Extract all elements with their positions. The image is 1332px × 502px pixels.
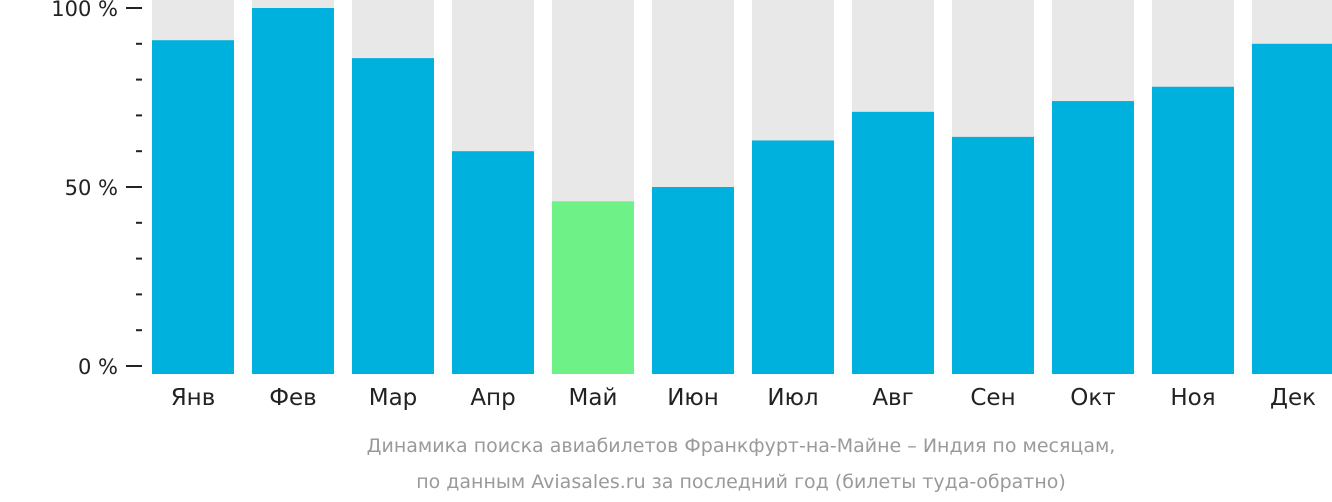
x-tick-label-10: Окт — [1070, 385, 1115, 411]
bar-10 — [1052, 101, 1134, 374]
y-tick-label-50: 50 % — [65, 176, 118, 200]
bar-09 — [952, 136, 1034, 374]
bar-06 — [652, 187, 734, 374]
bar-05 — [552, 201, 634, 374]
chart-title: Динамика поиска авиабилетов Франкфурт-на… — [367, 435, 1116, 457]
x-tick-label-09: Сен — [970, 385, 1015, 411]
bar-04 — [452, 151, 534, 374]
x-tick-label-07: Июл — [767, 385, 818, 411]
x-tick-label-02: Фев — [269, 385, 317, 411]
y-tick-label-0: 0 % — [78, 355, 118, 379]
x-axis-labels: Янв Фев Мар Апр Май Июн Июл Авг Сен Окт Ноя Дек — [171, 385, 1316, 411]
x-tick-label-08: Авг — [872, 385, 913, 411]
data-bars — [152, 8, 1332, 375]
bar-12 — [1252, 43, 1332, 375]
x-tick-label-01: Янв — [171, 385, 216, 411]
y-axis: 100 % 50 % 0 % — [51, 0, 142, 379]
bar-01 — [152, 40, 234, 374]
x-tick-label-12: Дек — [1270, 385, 1316, 411]
bar-11 — [1152, 86, 1234, 374]
bar-03 — [352, 58, 434, 375]
bar-08 — [852, 111, 934, 374]
bar-07 — [752, 140, 834, 374]
x-tick-label-04: Апр — [470, 385, 515, 411]
x-tick-label-05: Май — [569, 385, 618, 411]
bar-02 — [252, 8, 334, 374]
x-tick-label-11: Ноя — [1170, 385, 1215, 411]
chart-subtitle: по данным Aviasales.ru за последний год … — [416, 471, 1066, 493]
x-tick-label-03: Мар — [369, 385, 418, 411]
y-tick-label-100: 100 % — [51, 0, 118, 21]
x-tick-label-06: Июн — [667, 385, 719, 411]
